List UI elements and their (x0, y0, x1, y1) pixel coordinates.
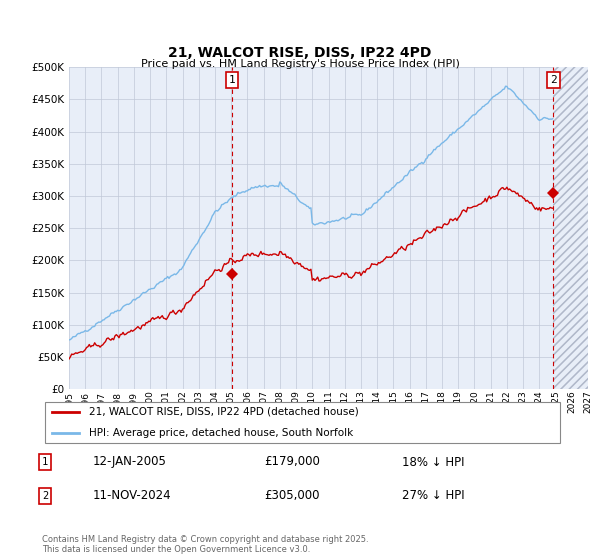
Text: 21, WALCOT RISE, DISS, IP22 4PD: 21, WALCOT RISE, DISS, IP22 4PD (169, 46, 431, 60)
Text: 27% ↓ HPI: 27% ↓ HPI (402, 489, 464, 502)
Text: £305,000: £305,000 (264, 489, 320, 502)
Text: £179,000: £179,000 (264, 455, 320, 469)
Text: 18% ↓ HPI: 18% ↓ HPI (402, 455, 464, 469)
FancyBboxPatch shape (44, 402, 560, 443)
Bar (553, 67, 588, 389)
Text: 2: 2 (42, 491, 48, 501)
Bar (553, 67, 588, 389)
Text: 21, WALCOT RISE, DISS, IP22 4PD (detached house): 21, WALCOT RISE, DISS, IP22 4PD (detache… (89, 407, 359, 417)
Text: Price paid vs. HM Land Registry's House Price Index (HPI): Price paid vs. HM Land Registry's House … (140, 59, 460, 69)
Text: HPI: Average price, detached house, South Norfolk: HPI: Average price, detached house, Sout… (89, 428, 353, 438)
Text: 11-NOV-2024: 11-NOV-2024 (93, 489, 172, 502)
Text: 12-JAN-2005: 12-JAN-2005 (93, 455, 167, 469)
Text: Contains HM Land Registry data © Crown copyright and database right 2025.
This d: Contains HM Land Registry data © Crown c… (42, 535, 368, 554)
Text: 1: 1 (229, 75, 235, 85)
Text: 1: 1 (42, 457, 48, 467)
Text: 2: 2 (550, 75, 557, 85)
